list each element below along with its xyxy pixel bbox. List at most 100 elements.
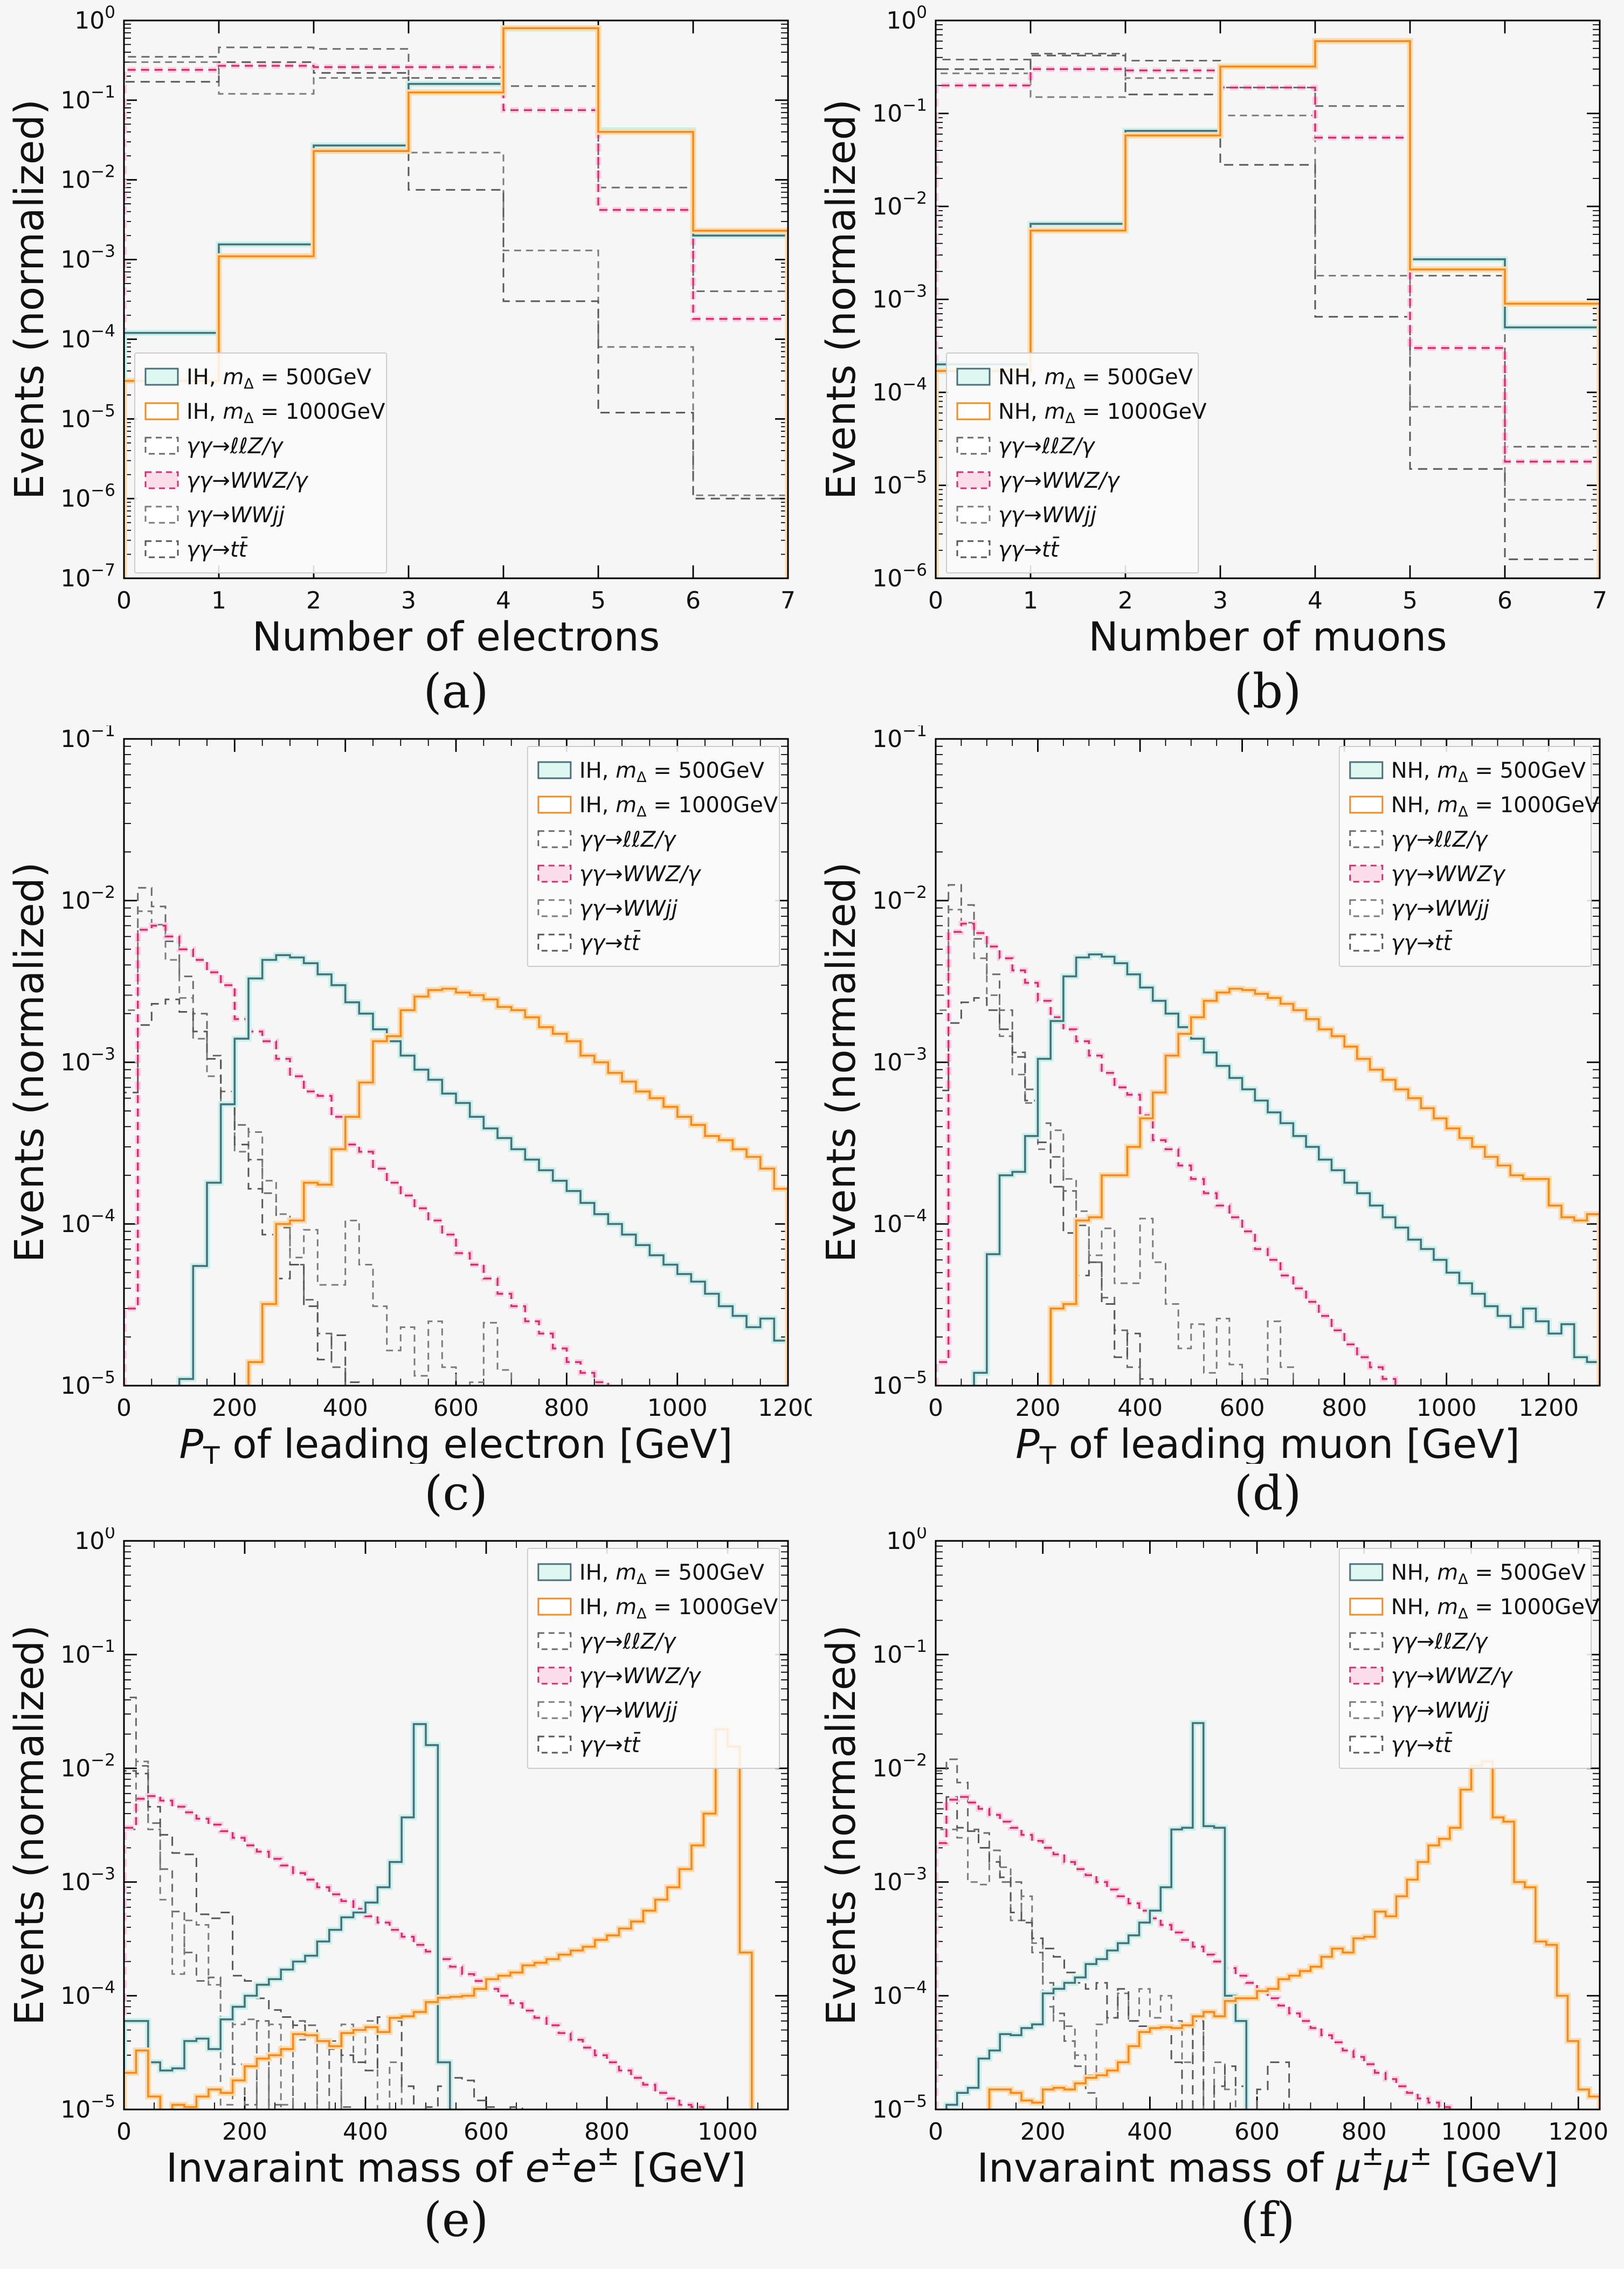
svg-text:10−3: 10−3: [60, 242, 115, 274]
svg-text:200: 200: [1015, 1394, 1061, 1422]
svg-text:400: 400: [1117, 1394, 1163, 1422]
series-ttbar: [123, 1770, 523, 2109]
legend-label: γγ→WWZ/γ: [579, 1664, 702, 1689]
legend-label: γγ→WWjj: [579, 896, 678, 921]
legend-label: γγ→tt̄: [186, 536, 248, 562]
svg-text:600: 600: [433, 1394, 479, 1422]
panel-b: 10−6 10−5 10−4 10−3 10−2 10−1 100 0 1 2 3 4 5 6 7 Numbe…: [812, 4, 1623, 725]
legend-label: γγ→WWZ/γ: [186, 468, 309, 493]
legend-label: NH, mΔ = 1000GeV: [1391, 793, 1600, 820]
legend-swatch-wwjj: [1349, 1701, 1384, 1719]
caption-e: (e): [423, 2192, 489, 2247]
series-s500: [973, 953, 1600, 1386]
svg-text:10−4: 10−4: [60, 321, 115, 353]
legend-swatch-wwz: [956, 471, 991, 489]
svg-text:100: 100: [74, 1527, 115, 1555]
legend-label: γγ→tt̄: [579, 1732, 641, 1758]
svg-text:1200: 1200: [1518, 1394, 1579, 1422]
series-wwz: [935, 1796, 1451, 2109]
chart-svg-a: 10−7 10−6 10−5 10−4 10−3 10−2 10−1 100 0 1 2 3 4 5 6 7 N…: [6, 4, 796, 660]
series-glow-s500: [176, 952, 789, 1386]
svg-text:10−3: 10−3: [872, 1864, 927, 1896]
series-s500: [178, 954, 789, 1386]
legend-label: IH, mΔ = 1000GeV: [579, 793, 778, 820]
svg-text:6: 6: [686, 587, 701, 614]
chart-f: 10−5 10−4 10−3 10−2 10−1 100 0 200 400 600 800 1000…: [812, 1527, 1623, 2190]
legend-swatch-wwjj: [956, 506, 991, 524]
series-group: [123, 25, 789, 578]
svg-text:1000: 1000: [1441, 2118, 1502, 2146]
svg-text:10−7: 10−7: [60, 561, 115, 592]
chart-b: 10−6 10−5 10−4 10−3 10−2 10−1 100 0 1 2 3 4 5 6 7 Numbe…: [812, 4, 1623, 662]
svg-text:3: 3: [1213, 587, 1228, 614]
svg-text:10−2: 10−2: [60, 883, 115, 915]
svg-text:7: 7: [780, 587, 796, 614]
svg-text:1000: 1000: [1416, 1394, 1477, 1422]
series-group: [935, 38, 1600, 578]
legend-label: γγ→WWjj: [579, 1698, 678, 1723]
legend-label: NH, mΔ = 500GeV: [998, 365, 1193, 392]
legend-swatch-ttbar: [537, 933, 572, 952]
series-llz: [935, 53, 1600, 578]
panel-c: 10−5 10−4 10−3 10−2 10−1 0 200 400 600 800 1000 120…: [0, 725, 812, 1527]
legend-swatch-s500: [1349, 1563, 1384, 1581]
svg-text:10−2: 10−2: [872, 1751, 927, 1782]
svg-text:7: 7: [1592, 587, 1607, 614]
legend-label: γγ→WWZ/γ: [1391, 1664, 1514, 1689]
legend-label: γγ→ℓℓZ/γ: [579, 827, 677, 852]
legend-swatch-llz: [537, 830, 572, 848]
svg-text:10−4: 10−4: [872, 375, 927, 406]
legend-swatch-s500: [537, 761, 572, 779]
series-wwz: [935, 68, 1600, 578]
svg-text:100: 100: [886, 4, 927, 34]
svg-text:4: 4: [1308, 587, 1323, 614]
x-axis-label: Invaraint mass of μ±μ± [GeV]: [977, 2140, 1558, 2190]
legend-swatch-ttbar: [1349, 1735, 1384, 1754]
x-axis-label: Invaraint mass of e±e± [GeV]: [166, 2140, 746, 2190]
caption-d: (d): [1234, 1465, 1302, 1521]
panel-a: 10−7 10−6 10−5 10−4 10−3 10−2 10−1 100 0 1 2 3 4 5 6 7 N…: [0, 4, 812, 725]
x-axis-label: Number of muons: [1088, 614, 1447, 660]
svg-text:2: 2: [1118, 587, 1133, 614]
caption-f: (f): [1240, 2192, 1295, 2247]
legend-swatch-wwz: [1349, 1666, 1384, 1685]
caption-c: (c): [424, 1465, 488, 1521]
panel-d: 10−5 10−4 10−3 10−2 10−1 0 200 400 600 800 1000 120…: [812, 725, 1623, 1527]
legend-swatch-s500: [144, 368, 179, 386]
svg-text:100: 100: [74, 4, 115, 34]
legend-label: NH, mΔ = 1000GeV: [1391, 1595, 1600, 1622]
plot-frame: [123, 738, 789, 1387]
legend-label: IH, mΔ = 500GeV: [186, 365, 372, 392]
legend-label: γγ→ℓℓZ/γ: [579, 1629, 677, 1654]
series-group: [935, 884, 1600, 1386]
plot-frame: [935, 1540, 1601, 2111]
series-llz: [935, 1758, 1097, 2109]
svg-text:3: 3: [401, 587, 416, 614]
legend-swatch-s500: [537, 1563, 572, 1581]
legend-swatch-llz: [1349, 830, 1384, 848]
legend-label: γγ→ℓℓZ/γ: [998, 434, 1096, 459]
legend-swatch-ttbar: [537, 1735, 572, 1754]
svg-text:400: 400: [323, 1394, 368, 1422]
series-s1000: [247, 987, 789, 1386]
chart-svg-c: 10−5 10−4 10−3 10−2 10−1 0 200 400 600 800 1000 120…: [6, 725, 812, 1464]
y-axis-label: Events (normalized): [6, 99, 53, 500]
svg-text:5: 5: [591, 587, 606, 614]
legend-swatch-wwjj: [1349, 899, 1384, 917]
legend-label: γγ→tt̄: [579, 930, 641, 956]
row-2: 10−5 10−4 10−3 10−2 10−1 0 200 400 600 800 1000 120…: [0, 725, 1624, 1527]
legend-swatch-llz: [1349, 1632, 1384, 1650]
legend-label: γγ→WWjj: [998, 503, 1097, 528]
legend-swatch-s1000: [1349, 1597, 1384, 1616]
panel-e: 10−5 10−4 10−3 10−2 10−1 100 0 200 400 600 800 1000…: [0, 1527, 812, 2254]
svg-text:1: 1: [211, 587, 226, 614]
series-glow-wwz: [935, 921, 1399, 1386]
y-axis-label: Events (normalized): [6, 1625, 53, 2025]
legend-swatch-s1000: [537, 795, 572, 814]
legend: IH, mΔ = 500GeV IH, mΔ = 1000GeV γγ→ℓℓZ/γ γ…: [527, 746, 780, 967]
legend-label: IH, mΔ = 1000GeV: [579, 1595, 778, 1622]
svg-text:1200: 1200: [758, 1394, 812, 1422]
series-glow-s500: [943, 1720, 1249, 2109]
legend-swatch-wwjj: [537, 1701, 572, 1719]
